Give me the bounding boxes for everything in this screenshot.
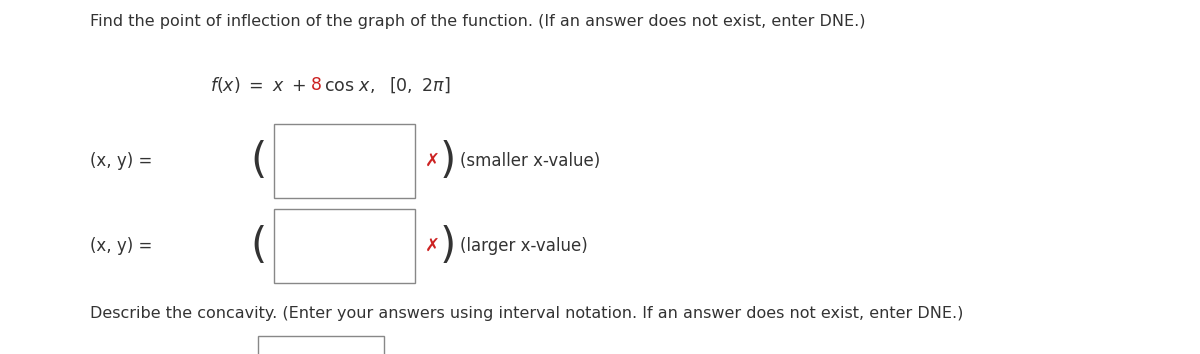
Text: Find the point of inflection of the graph of the function. (If an answer does no: Find the point of inflection of the grap…	[90, 14, 865, 29]
Text: ✗: ✗	[425, 152, 439, 170]
FancyBboxPatch shape	[258, 336, 384, 354]
Text: $\mathrm{cos}\ x,$  $[0,\ 2\pi]$: $\mathrm{cos}\ x,$ $[0,\ 2\pi]$	[324, 75, 450, 95]
Text: $f(x)\ =\ x\ +\ $: $f(x)\ =\ x\ +\ $	[210, 75, 307, 95]
Text: (x, y) =: (x, y) =	[90, 237, 152, 255]
Text: ): )	[439, 140, 456, 182]
Text: (larger x-value): (larger x-value)	[460, 237, 587, 255]
Text: ✗: ✗	[425, 237, 439, 255]
Text: ): )	[439, 225, 456, 267]
Text: (smaller x-value): (smaller x-value)	[460, 152, 600, 170]
FancyBboxPatch shape	[274, 124, 415, 198]
Text: (x, y) =: (x, y) =	[90, 152, 152, 170]
Text: (: (	[250, 140, 266, 182]
FancyBboxPatch shape	[274, 209, 415, 283]
Text: $8$: $8$	[310, 76, 322, 94]
Text: Describe the concavity. (Enter your answers using interval notation. If an answe: Describe the concavity. (Enter your answ…	[90, 306, 964, 321]
Text: (: (	[250, 225, 266, 267]
